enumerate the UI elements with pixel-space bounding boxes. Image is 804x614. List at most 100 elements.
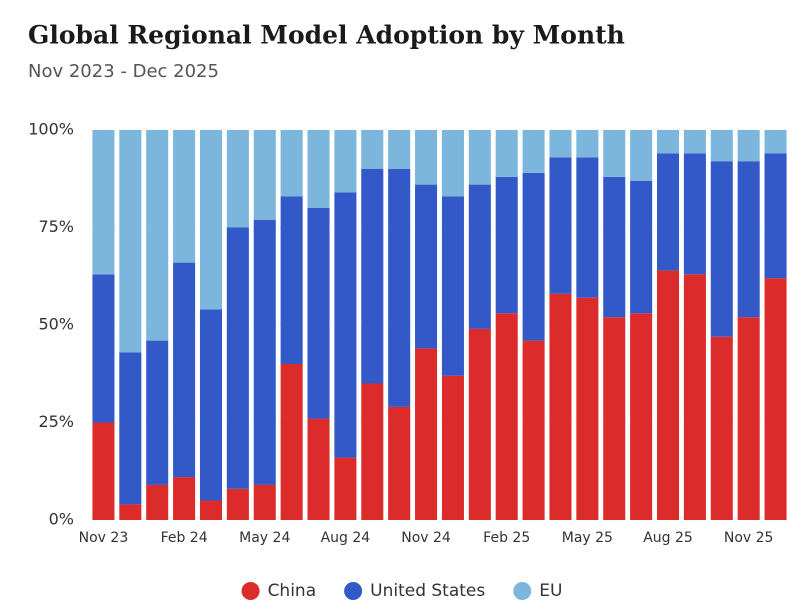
bar-segment — [656, 130, 680, 154]
legend-label: United States — [370, 581, 485, 601]
bar-segment — [549, 293, 572, 520]
bar-segment — [388, 406, 411, 520]
bar-segment — [603, 317, 626, 520]
bar-segment — [576, 297, 599, 520]
bar-segment — [307, 208, 330, 419]
bar-segment — [253, 130, 276, 220]
bar-segment — [737, 130, 760, 162]
bar-segment — [603, 176, 626, 318]
x-tick-label: Feb 24 — [161, 530, 208, 546]
bar-segment — [549, 157, 572, 294]
bar-segment — [522, 340, 545, 520]
bar-segment — [253, 219, 276, 485]
bar-segment — [415, 130, 438, 185]
bar-segment — [576, 157, 599, 298]
y-tick-label: 0% — [49, 510, 74, 529]
bar-segment — [199, 130, 223, 310]
bar-segment — [630, 313, 653, 520]
bar-segment — [656, 270, 680, 520]
y-tick-label: 50% — [38, 315, 74, 334]
bar-segment — [361, 130, 384, 169]
chart-title: Global Regional Model Adoption by Month — [28, 21, 625, 50]
x-tick-label: May 24 — [239, 530, 290, 546]
bar-segment — [441, 130, 464, 197]
bar-segment — [146, 340, 169, 485]
bar-segment — [415, 184, 438, 349]
bar-segment — [173, 477, 196, 520]
bar-segment — [92, 130, 115, 275]
bar-segment — [576, 130, 599, 158]
bar-segment — [388, 130, 411, 169]
y-tick-label: 100% — [28, 120, 74, 139]
y-tick-label: 25% — [38, 412, 74, 431]
x-tick-label: Feb 25 — [483, 530, 530, 546]
bar-segment — [441, 375, 464, 520]
y-tick-label: 75% — [38, 217, 74, 236]
bar-segment — [226, 227, 249, 489]
bar-segment — [683, 153, 706, 275]
x-tick-label: Nov 24 — [401, 530, 451, 546]
legend-swatch — [344, 582, 363, 600]
bar-segment — [226, 488, 249, 520]
bar-segment — [764, 153, 787, 279]
bar-segment — [710, 336, 733, 520]
x-tick-label: Aug 25 — [643, 530, 693, 546]
bar-segment — [737, 317, 760, 520]
bar-segment — [307, 130, 330, 208]
bar-segment — [495, 176, 518, 314]
bar-segment — [280, 130, 303, 197]
bar-segment — [468, 130, 491, 185]
bar-segment — [226, 130, 249, 228]
bar-segment — [253, 484, 276, 520]
bar-segment — [199, 309, 223, 501]
bar-segment — [415, 348, 438, 520]
bar-segment — [710, 130, 733, 162]
legend-label: EU — [539, 581, 562, 601]
x-tick-label: Nov 25 — [724, 530, 774, 546]
bar-segment — [441, 196, 464, 376]
bar-segment — [468, 328, 491, 520]
legend-swatch — [241, 582, 260, 600]
bar-segment — [764, 278, 787, 520]
bar-segment — [764, 130, 787, 154]
bar-segment — [334, 457, 357, 520]
legend-label: China — [268, 581, 317, 601]
bar-segment — [146, 484, 169, 520]
bar-segment — [92, 422, 115, 520]
x-tick-label: Aug 24 — [321, 530, 371, 546]
bar-segment — [522, 172, 545, 341]
bar-segment — [495, 313, 518, 520]
bar-segment — [280, 196, 303, 364]
bar-segment — [522, 130, 545, 173]
bar-segment — [334, 130, 357, 193]
bar-segment — [307, 418, 330, 520]
bar-segment — [280, 364, 303, 520]
bar-segment — [173, 130, 196, 263]
legend-swatch — [513, 582, 532, 600]
bar-segment — [630, 180, 653, 314]
bar-segment — [361, 383, 384, 520]
bar-segment — [737, 161, 760, 318]
bar-segment — [119, 504, 142, 520]
bar-segment — [173, 262, 196, 478]
x-tick-label: May 25 — [562, 530, 613, 546]
chart-subtitle: Nov 2023 - Dec 2025 — [28, 61, 219, 82]
bar-segment — [656, 153, 680, 271]
bar-segment — [388, 169, 411, 407]
bar-segment — [199, 500, 223, 520]
bar-segment — [630, 130, 653, 181]
bar-segment — [549, 130, 572, 158]
bar-segment — [119, 352, 142, 505]
bar-segment — [92, 274, 115, 423]
bar-segment — [334, 192, 357, 458]
bar-segment — [495, 130, 518, 177]
x-tick-label: Nov 23 — [79, 530, 129, 546]
bar-segment — [468, 184, 491, 329]
bar-segment — [603, 130, 626, 177]
bar-segment — [710, 161, 733, 337]
bar-segment — [683, 130, 706, 154]
bar-segment — [119, 130, 142, 353]
bar-segment — [146, 130, 169, 341]
bar-segment — [361, 169, 384, 384]
